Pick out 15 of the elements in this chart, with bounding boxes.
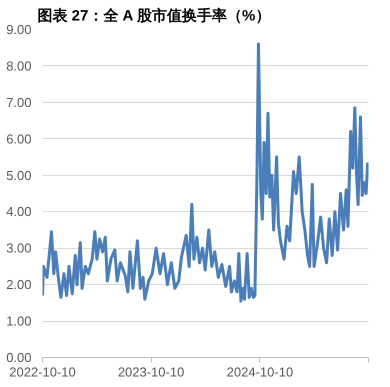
y-tick-label: 1.00 bbox=[6, 314, 32, 329]
y-tick-label: 7.00 bbox=[6, 94, 32, 110]
x-tick-label: 2023-10-10 bbox=[118, 364, 184, 380]
y-tick-label: 8.00 bbox=[6, 58, 32, 74]
line-series bbox=[42, 42, 368, 303]
x-tick-label: 2022-10-10 bbox=[9, 364, 76, 380]
y-tick-label: 5.00 bbox=[6, 168, 32, 183]
chart-title: 图表 27：全 A 股市值换手率（%） bbox=[38, 6, 270, 24]
y-tick-label: 3.00 bbox=[6, 240, 32, 256]
x-tick-label: 2024-10-10 bbox=[226, 364, 294, 380]
y-tick-label: 4.00 bbox=[6, 204, 32, 220]
y-tick-label: 2.00 bbox=[6, 277, 32, 292]
y-tick-label: 9.00 bbox=[6, 22, 32, 37]
y-tick-label: 0.00 bbox=[6, 350, 32, 365]
y-tick-label: 6.00 bbox=[6, 131, 32, 146]
